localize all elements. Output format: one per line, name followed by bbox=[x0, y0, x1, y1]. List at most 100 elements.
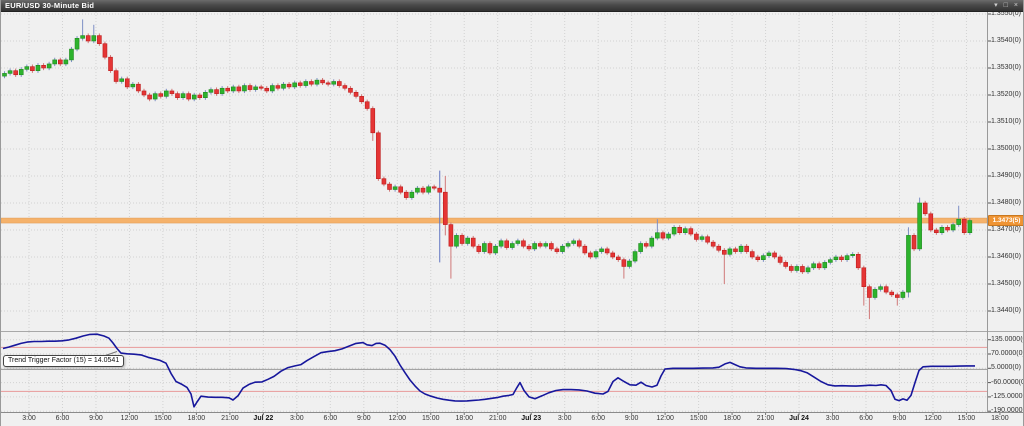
candle-body bbox=[52, 59, 58, 65]
candle-body bbox=[956, 218, 961, 225]
time-axis-label: 9:00 bbox=[356, 415, 371, 422]
candle-body bbox=[705, 236, 710, 243]
candle-body bbox=[376, 132, 381, 180]
candle-body bbox=[443, 191, 448, 225]
indicator-line[interactable] bbox=[2, 333, 975, 408]
candle-body bbox=[281, 83, 286, 89]
candle-body bbox=[655, 232, 660, 239]
candle-body bbox=[331, 81, 337, 85]
candle-body bbox=[141, 90, 147, 96]
candle-body bbox=[811, 263, 816, 269]
time-axis-label: 3:00 bbox=[825, 415, 840, 422]
restore-icon[interactable]: □ bbox=[1003, 2, 1008, 9]
candle-body bbox=[822, 262, 828, 269]
candle-body bbox=[777, 256, 783, 263]
candle-body bbox=[208, 89, 214, 93]
price-axis-label: 1.3470(0) bbox=[991, 226, 1021, 233]
candle-body bbox=[415, 187, 420, 193]
candle-body bbox=[342, 85, 348, 89]
candle-body bbox=[744, 245, 749, 252]
candle-body bbox=[660, 232, 666, 239]
candle-body bbox=[91, 35, 97, 42]
time-axis-label: 21:00 bbox=[221, 415, 239, 422]
candle-body bbox=[945, 227, 950, 231]
price-axis-label: 1.3440(0) bbox=[991, 307, 1021, 314]
time-axis-label: 3:00 bbox=[290, 415, 304, 422]
candle-body bbox=[593, 251, 599, 258]
candle-body bbox=[325, 82, 331, 85]
candle-body bbox=[130, 83, 136, 88]
candle-body bbox=[242, 85, 247, 92]
candle-body bbox=[403, 191, 409, 198]
candle-body bbox=[426, 186, 431, 193]
candle-body bbox=[147, 94, 152, 100]
candle-body bbox=[63, 59, 69, 65]
candle-body bbox=[448, 224, 454, 247]
candle-body bbox=[560, 245, 565, 252]
candle-body bbox=[236, 86, 242, 92]
time-axis-label: Jul 22 bbox=[253, 415, 274, 422]
time-axis-label: Jul 23 bbox=[521, 415, 542, 422]
candle-body bbox=[632, 251, 638, 262]
time-axis-label: 6:00 bbox=[859, 415, 873, 422]
candle-body bbox=[649, 237, 655, 247]
close-icon[interactable]: × bbox=[1013, 2, 1018, 9]
candle-body bbox=[420, 187, 426, 193]
candle-body bbox=[119, 78, 124, 82]
time-axis-label: 6:00 bbox=[323, 415, 338, 422]
candle-body bbox=[872, 289, 878, 298]
indicator-tooltip: Trend Trigger Factor (15) = 14.0541 bbox=[3, 355, 125, 367]
candle-body bbox=[370, 108, 376, 134]
candle-body bbox=[688, 228, 694, 235]
indicator-axis-label: 5.0000(0) bbox=[991, 364, 1021, 372]
collapse-icon[interactable]: ▾ bbox=[994, 2, 998, 9]
candle-body bbox=[348, 87, 353, 93]
candle-body bbox=[387, 183, 392, 190]
price-axis-label: 1.3530(0) bbox=[991, 64, 1021, 71]
current-price-tag: 1.3473(5) bbox=[988, 215, 1023, 227]
price-axis-label: 1.3500(0) bbox=[991, 145, 1021, 152]
candle-body bbox=[398, 186, 403, 193]
candle-body bbox=[543, 243, 549, 247]
candle-body bbox=[191, 94, 197, 100]
candle-body bbox=[275, 85, 281, 89]
candle-body bbox=[783, 262, 789, 267]
candle-body bbox=[292, 82, 297, 88]
time-axis-label: 18:00 bbox=[187, 415, 206, 422]
candle-body bbox=[576, 240, 582, 247]
price-axis-label: 1.3520(0) bbox=[991, 91, 1021, 98]
time-axis-label: 21:00 bbox=[756, 415, 775, 422]
window-titlebar[interactable]: EUR/USD 30-Minute Bid ▾ □ × bbox=[1, 0, 1023, 12]
candle-body bbox=[900, 291, 906, 298]
candle-body bbox=[599, 248, 604, 252]
candle-body bbox=[878, 286, 883, 290]
candle-body bbox=[861, 267, 867, 287]
price-axis[interactable] bbox=[987, 11, 1023, 412]
candle-body bbox=[258, 86, 264, 89]
time-axis-label: 15:00 bbox=[154, 415, 172, 422]
candle-body bbox=[582, 245, 588, 254]
candle-body bbox=[169, 90, 175, 94]
candle-body bbox=[247, 85, 253, 90]
candle-body bbox=[961, 218, 967, 233]
candle-body bbox=[967, 220, 973, 234]
candle-body bbox=[353, 92, 359, 97]
candle-body bbox=[102, 43, 108, 58]
candle-body bbox=[454, 235, 459, 247]
price-axis-label: 1.3460(0) bbox=[991, 253, 1021, 260]
candle-body bbox=[113, 70, 119, 82]
time-axis-label: 9:00 bbox=[624, 415, 639, 422]
candle-body bbox=[197, 94, 203, 98]
time-axis-label: 3:00 bbox=[22, 415, 36, 422]
candle-body bbox=[270, 85, 275, 92]
candle-body bbox=[2, 73, 7, 77]
candle-body bbox=[733, 248, 738, 252]
candle-body bbox=[482, 243, 487, 252]
candle-body bbox=[855, 254, 861, 269]
candle-body bbox=[41, 65, 46, 69]
time-axis[interactable] bbox=[1, 412, 1023, 426]
time-axis-label: 21:00 bbox=[488, 415, 507, 422]
candle-body bbox=[738, 245, 744, 252]
